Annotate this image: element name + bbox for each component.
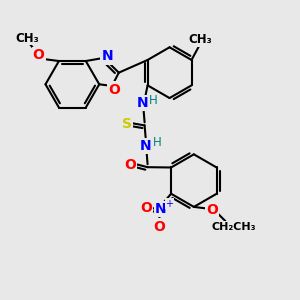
Text: O: O [124,158,136,172]
Text: O: O [140,201,152,215]
Text: CH₃: CH₃ [188,33,212,46]
Text: N: N [137,96,148,110]
Text: N: N [140,139,151,153]
Text: O: O [33,48,45,62]
Text: H: H [149,94,158,107]
Text: S: S [122,117,132,131]
Text: O: O [109,82,120,97]
Text: CH₃: CH₃ [15,32,39,44]
Text: N: N [155,202,167,216]
Text: +: + [165,199,173,208]
Text: O: O [153,220,165,234]
Text: H: H [152,136,161,149]
Text: O: O [206,203,218,217]
Text: N: N [102,50,113,63]
Text: CH₂CH₃: CH₂CH₃ [211,222,256,232]
